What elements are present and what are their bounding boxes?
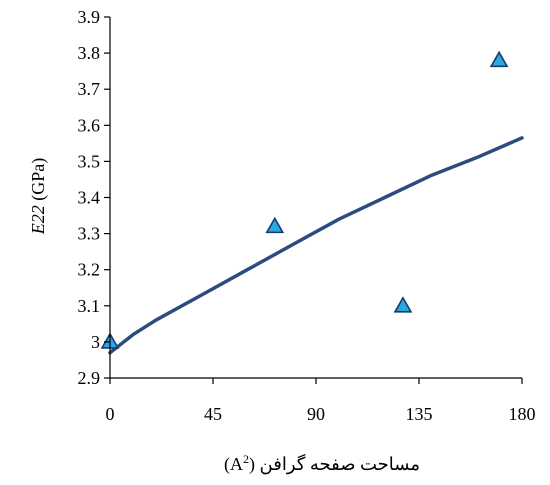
trend-line [108, 136, 524, 355]
y-tick-label: 3.8 [78, 43, 101, 63]
x-tick-label: 90 [307, 404, 325, 424]
x-axis-title: مساحت صفحه گرافن (A2) [224, 452, 420, 475]
x-tick-label: 180 [509, 404, 536, 424]
x-tick-label: 0 [106, 404, 115, 424]
y-tick-label: 3.6 [78, 115, 101, 135]
x-axis-title-sup: 2 [243, 452, 249, 466]
y-tick-label: 3.9 [78, 7, 101, 27]
y-tick-label: 3.4 [78, 188, 101, 208]
y-ticks: 2.9 3 3.1 3.2 3.3 3.4 3.5 3.6 3.7 3.8 3.9 [78, 7, 110, 388]
data-point-triangle [489, 50, 509, 68]
data-point-triangle [393, 296, 413, 313]
x-tick-label: 45 [204, 404, 222, 424]
x-ticks: 0 45 90 135 180 [106, 378, 536, 424]
plot-area [100, 50, 524, 355]
x-axis-title-close: ) [224, 454, 230, 475]
y-tick-label: 3.3 [78, 224, 101, 244]
y-tick-label: 3 [91, 332, 100, 352]
data-point-triangle [265, 216, 285, 234]
y-axis-title-italic: E22 [28, 205, 48, 235]
y-axis-title: E22 (GPa) [28, 158, 49, 236]
x-axis-title-text: مساحت صفحه گرافن (A [230, 453, 420, 475]
y-tick-label: 3.1 [78, 296, 101, 316]
x-tick-label: 135 [406, 404, 433, 424]
y-axis-title-unit: (GPa) [28, 158, 49, 201]
y-tick-label: 3.7 [78, 79, 101, 99]
y-tick-label: 3.5 [78, 151, 101, 171]
y-tick-label: 2.9 [78, 368, 101, 388]
y-tick-label: 3.2 [78, 260, 101, 280]
